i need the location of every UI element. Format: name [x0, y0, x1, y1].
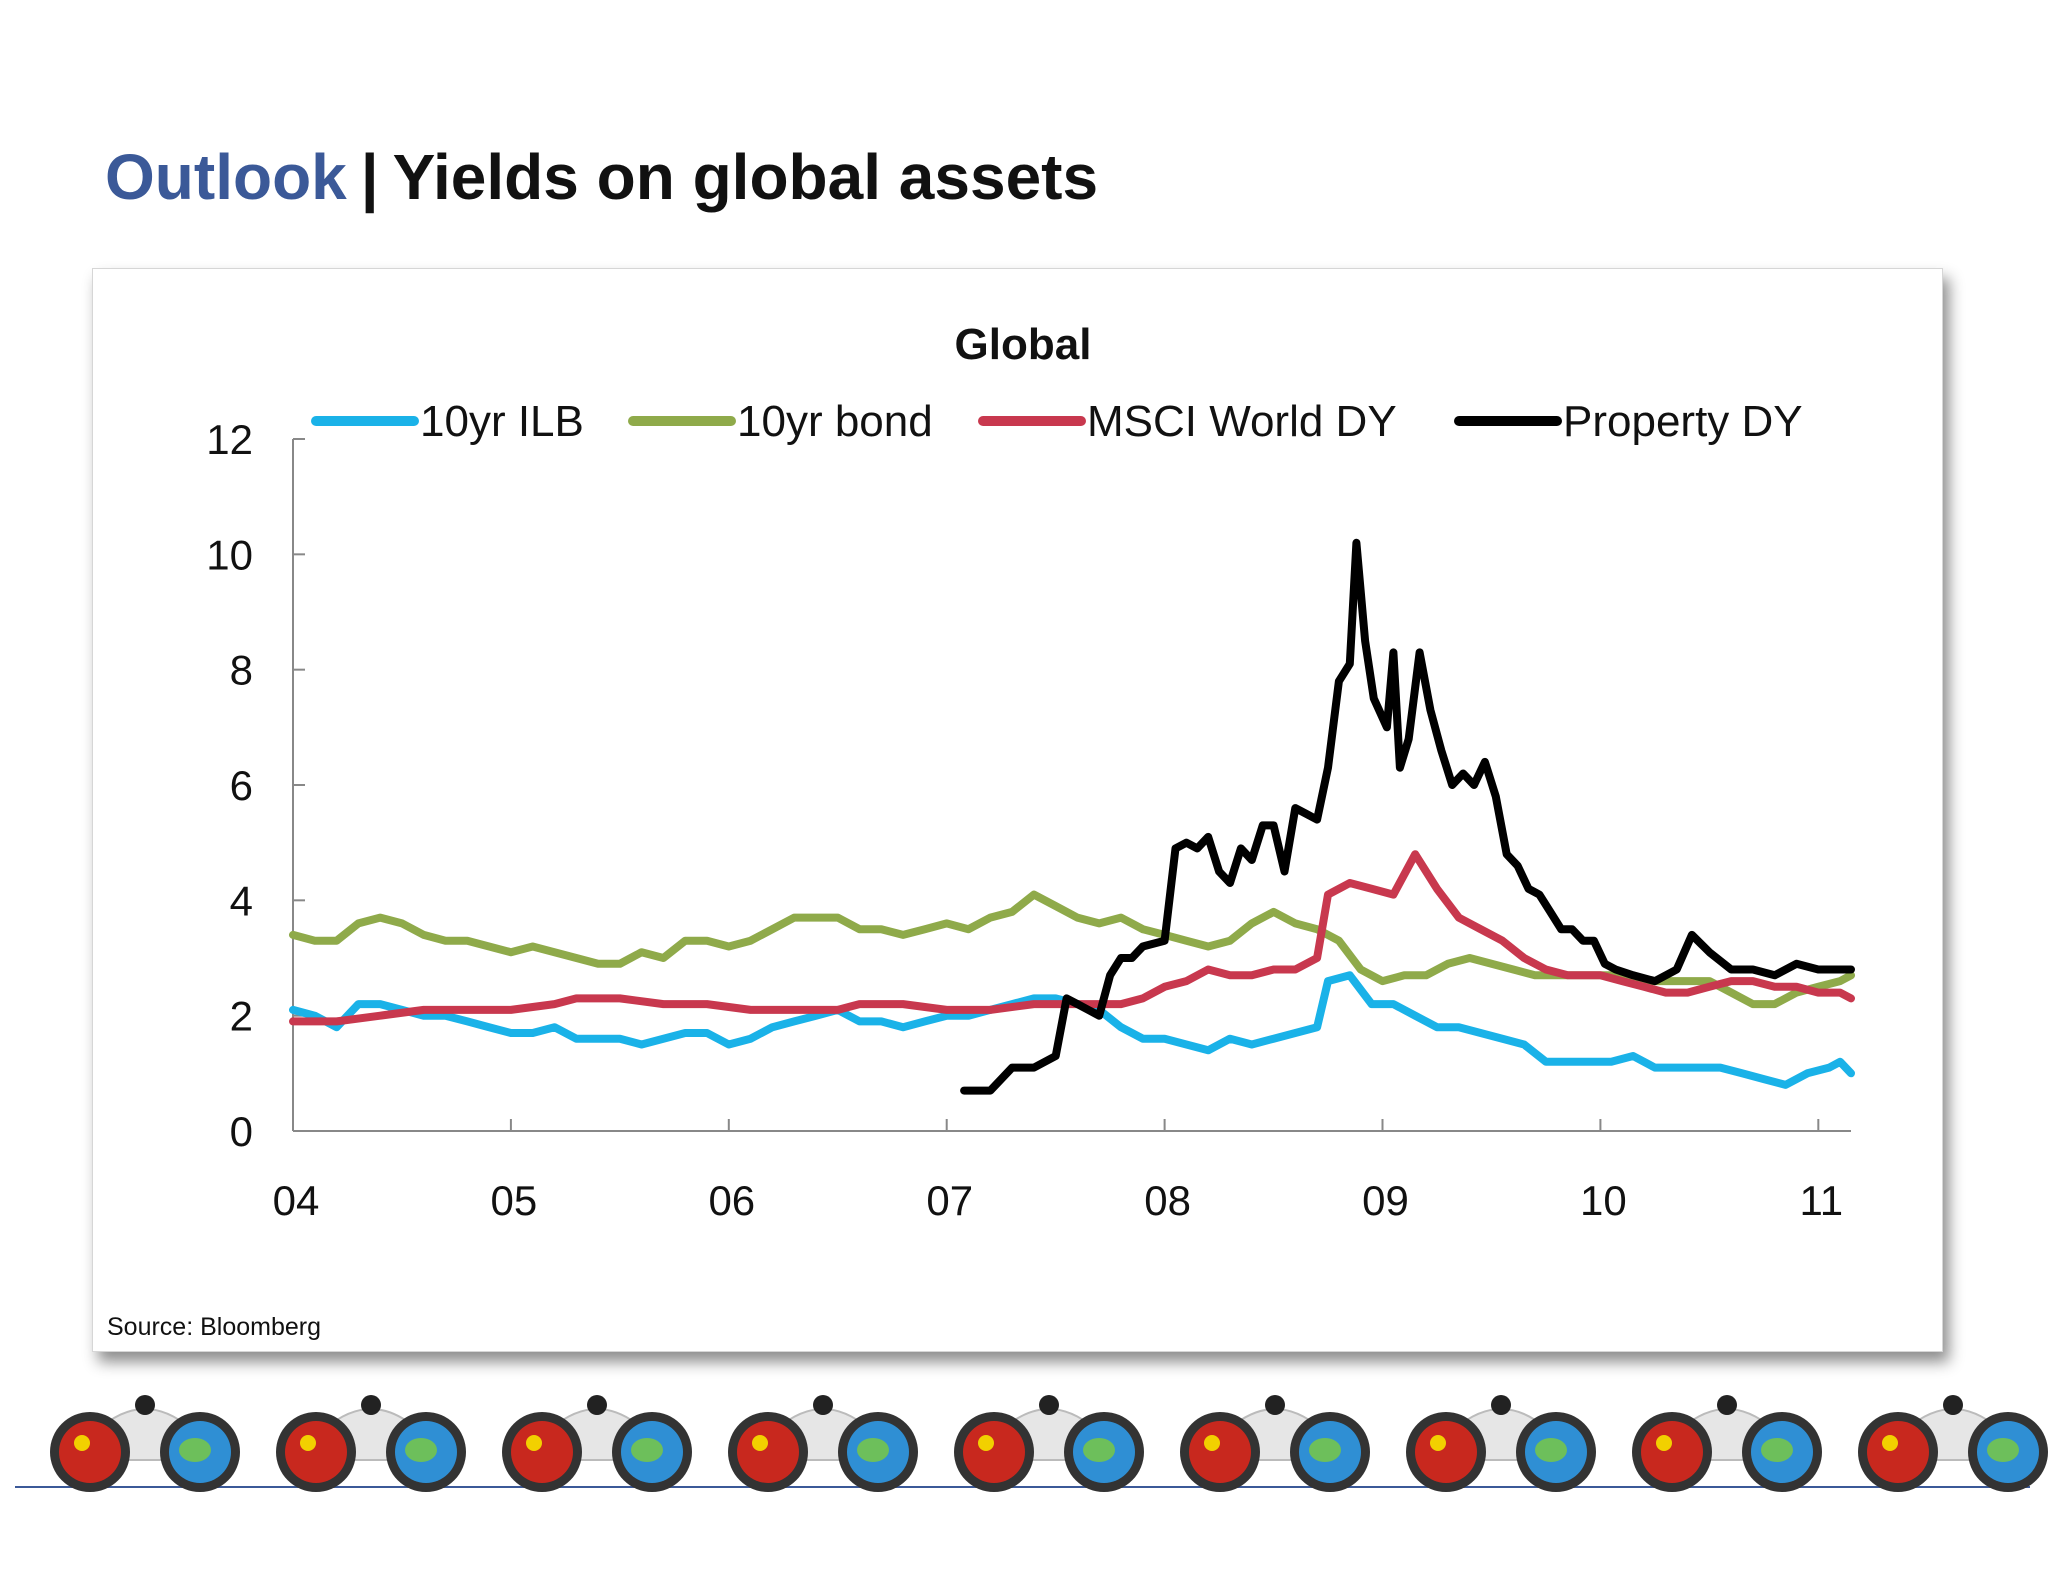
chart-card: Global 10yr ILB 10yr bond MSCI World DY Pro…	[92, 268, 1943, 1352]
y-tick-label: 2	[230, 993, 253, 1040]
title-text: Yields on global assets	[392, 141, 1099, 213]
x-tick-label: 06	[708, 1177, 755, 1224]
chart-axes: 0 2 4 6 8 10 12 04 05 06 07 08 09 10 11	[206, 416, 1851, 1224]
binoculars-icon	[728, 1395, 918, 1492]
chart: Global 10yr ILB 10yr bond MSCI World DY Pro…	[206, 320, 1855, 1224]
legend-label: Property DY	[1563, 397, 1803, 446]
binoculars-icon	[954, 1395, 1144, 1492]
y-tick-label: 8	[230, 647, 253, 694]
x-tick-label: 11	[1800, 1177, 1844, 1224]
legend-label: 10yr ILB	[420, 397, 584, 446]
binoculars-icon	[1858, 1395, 2048, 1492]
y-tick-label: 0	[230, 1108, 253, 1155]
binoculars-icon	[1632, 1395, 1822, 1492]
series-line-msci-world-dy	[289, 850, 1855, 1026]
chart-series	[289, 538, 1855, 1095]
binoculars-icon	[1180, 1395, 1370, 1492]
legend-label: 10yr bond	[737, 397, 933, 446]
footer-strip	[15, 1395, 2048, 1492]
chart-title: Global	[955, 320, 1092, 369]
y-tick-label: 4	[230, 877, 253, 924]
binoculars-icon	[50, 1395, 240, 1492]
section-label: Outlook	[105, 141, 347, 213]
series-line-property-dy	[960, 538, 1855, 1095]
legend-label: MSCI World DY	[1087, 397, 1397, 446]
x-tick-label: 05	[491, 1177, 538, 1224]
x-tick-label: 08	[1144, 1177, 1191, 1224]
y-tick-label: 12	[206, 416, 253, 463]
source-note: Source: Bloomberg	[107, 1313, 322, 1341]
series-line-10yr-ilb	[289, 971, 1855, 1089]
binoculars-icon	[276, 1395, 466, 1492]
title-separator: |	[360, 141, 379, 213]
x-tick-label: 04	[273, 1177, 320, 1224]
series-line-10yr-bond	[289, 890, 1855, 1009]
binoculars-icon	[502, 1395, 692, 1492]
x-tick-label: 07	[926, 1177, 973, 1224]
binoculars-icon	[1406, 1395, 1596, 1492]
x-tick-label: 10	[1580, 1177, 1627, 1224]
y-tick-label: 6	[230, 762, 253, 809]
x-tick-label: 09	[1362, 1177, 1409, 1224]
chart-legend: 10yr ILB 10yr bond MSCI World DY Property D…	[311, 397, 1803, 446]
y-tick-label: 10	[206, 531, 253, 578]
page-title: Outlook | Yields on global assets	[105, 140, 1098, 220]
